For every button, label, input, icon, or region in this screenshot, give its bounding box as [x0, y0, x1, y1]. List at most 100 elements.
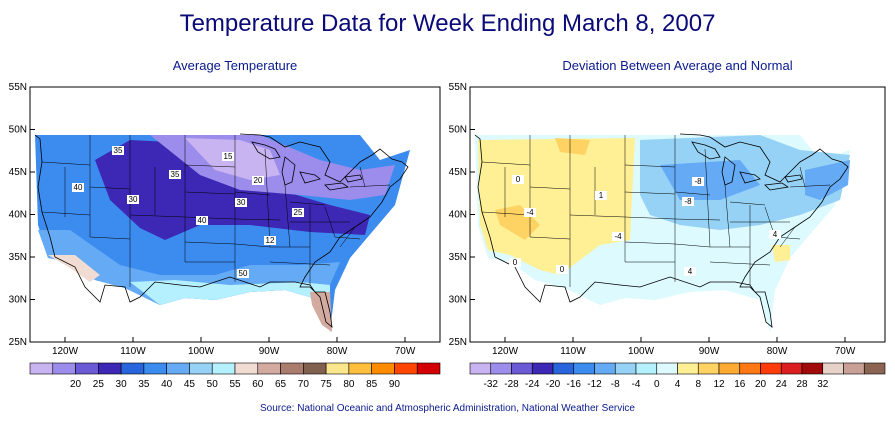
left-map: 35 15 40 35 20 30 25 30 40 12 50 55N 50N 45N 40N 35N 30… — [9, 82, 441, 357]
lat-label: 30N — [449, 295, 467, 306]
right-map: 0 -4 -8 -8 1 0 4 -4 0 4 55N 50N 45N 40N 35N 30N 25N 120… — [449, 82, 886, 357]
legend-label: 4 — [675, 379, 681, 390]
page-title: Temperature Data for Week Ending March 8… — [179, 10, 716, 37]
legend-label: 30 — [116, 379, 128, 390]
legend-swatch — [697, 362, 720, 375]
lat-label: 45N — [9, 167, 27, 178]
lon-label: 70W — [835, 346, 856, 357]
lon-label: 110W — [560, 346, 586, 357]
state-borders-path — [481, 135, 831, 287]
legend-label: 25 — [93, 379, 105, 390]
right-lon-labels: 120W 110W 100W 90W 80W 70W — [492, 337, 856, 357]
contour-label-bg — [612, 232, 624, 241]
lat-label: 45N — [449, 167, 467, 178]
legend-label: -24 — [525, 379, 540, 390]
legend-swatch — [843, 362, 865, 375]
contour-label-bg — [237, 269, 249, 278]
legend-label: -12 — [587, 379, 602, 390]
contour-label: 35 — [171, 170, 180, 179]
lat-label: 50N — [9, 125, 27, 136]
lat-label: 30N — [9, 295, 27, 306]
legend-swatch — [166, 362, 190, 375]
contour-label: 15 — [224, 152, 233, 161]
right-region-ne-cold — [805, 160, 850, 200]
legend-label: 20 — [70, 379, 82, 390]
legend-swatch — [234, 362, 259, 375]
right-region-n-warm — [555, 138, 590, 155]
contour-label-bg — [252, 176, 264, 185]
contour-label-bg — [264, 236, 276, 245]
legend-swatch — [469, 362, 492, 375]
lon-label: 100W — [628, 346, 655, 357]
legend-swatch — [371, 362, 395, 375]
legend-swatch — [416, 362, 441, 375]
legend-swatch — [863, 362, 886, 375]
lat-label: 40N — [9, 210, 27, 221]
left-color-legend: 20 25 30 35 40 45 50 55 60 65 70 75 80 85 90 — [29, 362, 441, 390]
contour-label: 0 — [513, 258, 518, 267]
contour-label-bg — [235, 198, 247, 207]
legend-label: -32 — [484, 379, 499, 390]
contour-label-bg — [769, 230, 781, 239]
great-lakes-path — [691, 141, 803, 191]
contour-label: 40 — [74, 183, 83, 192]
legend-label: 45 — [184, 379, 196, 390]
legend-label: -16 — [567, 379, 582, 390]
left-contour-labels: 35 15 40 35 20 30 25 30 40 12 50 — [72, 146, 304, 278]
contour-label: 0 — [560, 265, 565, 274]
legend-label: 24 — [776, 379, 788, 390]
contour-label-bg — [72, 183, 84, 192]
legend-swatch — [801, 362, 824, 375]
contour-label-bg — [684, 267, 696, 276]
contour-label: 50 — [239, 269, 248, 278]
legend-label: 50 — [207, 379, 219, 390]
contour-label: 0 — [516, 175, 521, 184]
legend-swatch — [29, 362, 54, 375]
lon-label: 120W — [52, 346, 79, 357]
legend-label: 8 — [695, 379, 701, 390]
left-coastline — [34, 133, 409, 328]
legend-swatch — [780, 362, 803, 375]
legend-label: -8 — [611, 379, 620, 390]
legend-label: 28 — [796, 379, 808, 390]
legend-label: 0 — [654, 379, 660, 390]
right-map-subtitle: Deviation Between Average and Normal — [562, 58, 793, 73]
lon-label: 80W — [327, 346, 348, 357]
lat-label: 35N — [9, 252, 27, 263]
lat-label: 25N — [449, 337, 467, 348]
legend-swatch — [394, 362, 418, 375]
lon-label: 90W — [259, 346, 280, 357]
contour-label: -4 — [614, 232, 622, 241]
right-state-borders — [481, 135, 831, 287]
legend-swatch — [75, 362, 99, 375]
left-lon-labels: 120W 110W 100W 90W 80W 70W — [52, 337, 416, 357]
lat-label: 40N — [449, 210, 467, 221]
legend-swatch — [656, 362, 678, 375]
legend-swatch — [677, 362, 699, 375]
lat-label: 55N — [9, 82, 27, 93]
legend-swatch — [303, 362, 327, 375]
contour-label: 40 — [198, 216, 207, 225]
lat-label: 25N — [9, 337, 27, 348]
legend-swatch — [189, 362, 213, 375]
contour-label-bg — [512, 175, 524, 184]
legend-swatch — [257, 362, 281, 375]
legend-label: 85 — [366, 379, 378, 390]
lon-label: 100W — [188, 346, 215, 357]
legend-swatch — [822, 362, 844, 375]
contour-label-bg — [169, 170, 181, 179]
legend-swatch — [511, 362, 533, 375]
contour-label-bg — [692, 177, 704, 186]
lon-label: 120W — [492, 346, 519, 357]
contour-label: -8 — [684, 197, 692, 206]
legend-swatch — [98, 362, 122, 375]
legend-swatch — [594, 362, 616, 375]
legend-swatch — [573, 362, 595, 375]
coastline-path — [474, 133, 849, 328]
lon-label: 70W — [395, 346, 416, 357]
lat-label: 50N — [449, 125, 467, 136]
legend-swatch — [718, 362, 741, 375]
legend-swatch — [614, 362, 637, 375]
lat-label: 55N — [449, 82, 467, 93]
contour-label: 25 — [294, 208, 303, 217]
